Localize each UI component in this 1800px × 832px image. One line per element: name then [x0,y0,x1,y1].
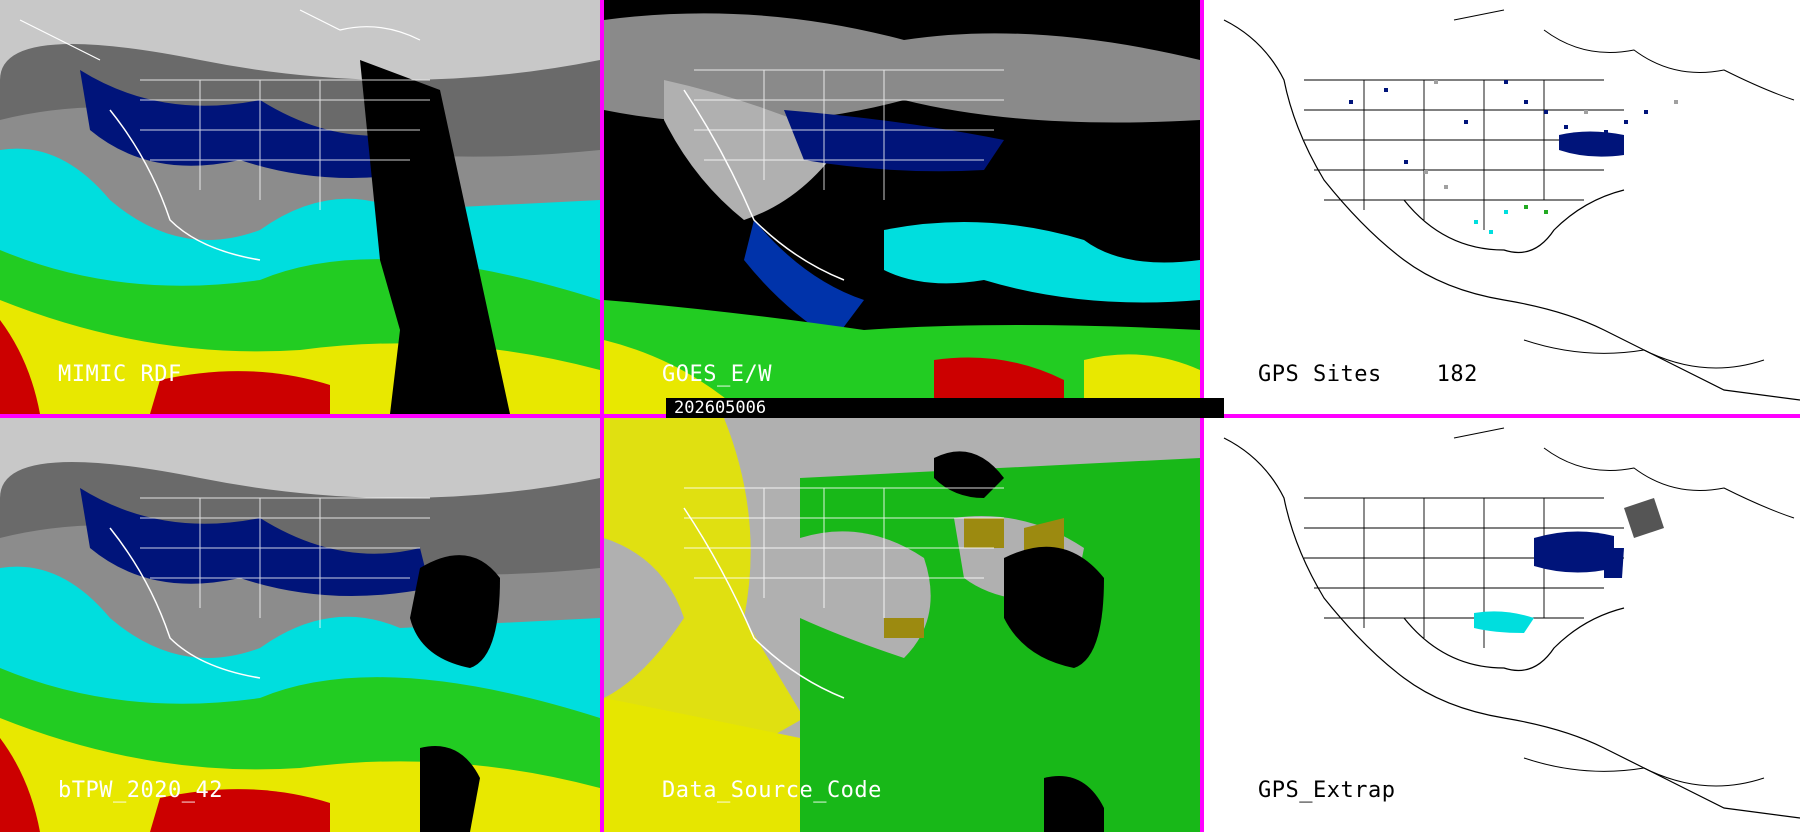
panel-label-gps-extrap: GPS_Extrap [1258,778,1396,803]
panel-mimic-rdf: MIMIC RDF [0,0,600,414]
gps-extrap-map [1204,418,1800,832]
data-source-code-map [604,418,1200,832]
panel-btpw: bTPW_2020_42 [0,418,600,832]
panel-data-source-code: Data_Source_Code [604,418,1200,832]
mimic-rdf-map [0,0,600,414]
panel-gps-sites: GPS Sites 182 [1204,0,1800,414]
btpw-map [0,418,600,832]
panel-goes-ew: GOES_E/W [604,0,1200,414]
panel-label-goes-ew: GOES_E/W [662,362,772,387]
panel-label-mimic-rdf: MIMIC RDF [58,362,182,387]
panel-label-data-source-code: Data_Source_Code [662,778,882,803]
timestamp-label: 202605006 [674,398,767,418]
timestamp-bar [666,398,1224,418]
panel-label-gps-sites: GPS Sites 182 [1258,362,1478,387]
gps-sites-map [1204,0,1800,414]
panel-label-btpw: bTPW_2020_42 [58,778,223,803]
goes-ew-map [604,0,1200,414]
panel-gps-extrap: GPS_Extrap [1204,418,1800,832]
